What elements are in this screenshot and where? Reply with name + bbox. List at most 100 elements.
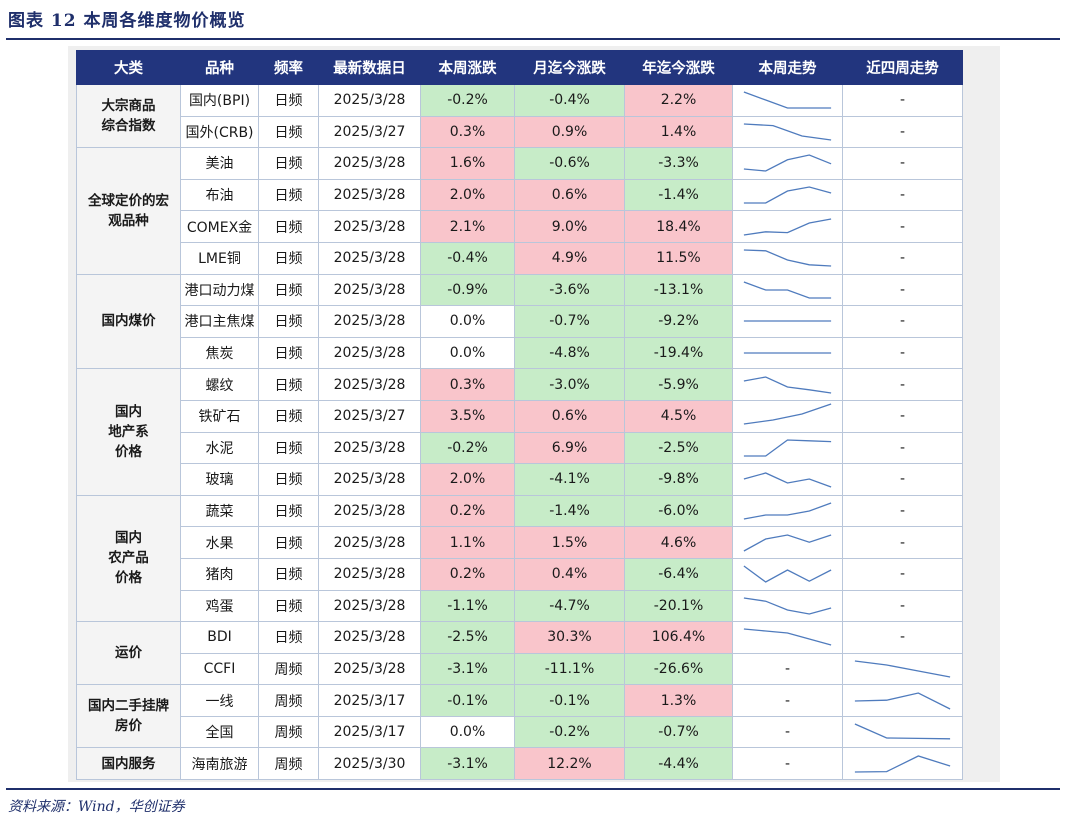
- item-cell: 国外(CRB): [180, 115, 259, 149]
- column-header: 最新数据日: [318, 50, 421, 85]
- ytd-change-cell: 18.4%: [624, 210, 733, 243]
- empty-cell: -: [732, 684, 843, 717]
- weekly-change-cell: -0.2%: [420, 84, 515, 117]
- empty-cell: -: [842, 178, 963, 212]
- ytd-change-cell: -9.2%: [624, 305, 733, 338]
- date-cell: 2025/3/27: [318, 399, 421, 433]
- column-header: 品种: [180, 50, 259, 85]
- sparkline: [733, 338, 842, 368]
- frequency-cell: 日频: [258, 115, 319, 149]
- frequency-cell: 日频: [258, 241, 319, 275]
- mtd-change-cell: -3.0%: [514, 368, 625, 401]
- ytd-change-cell: 1.3%: [624, 684, 733, 717]
- table-row: 国内二手挂牌 房价 一线 周频 2025/3/17 -0.1% -0.1% 1.3% -: [76, 684, 963, 749]
- frequency-cell: 日频: [258, 526, 319, 559]
- ytd-change-cell: 11.5%: [624, 241, 733, 275]
- weekly-change-cell: -3.1%: [420, 747, 515, 781]
- sparkline-path: [855, 756, 950, 772]
- item-cell: 美油: [180, 147, 259, 180]
- sparkline-cell: [842, 715, 963, 749]
- frequency-cell: 日频: [258, 210, 319, 243]
- mtd-change-cell: 6.9%: [514, 431, 625, 465]
- mtd-change-cell: -4.1%: [514, 463, 625, 496]
- weekly-change-cell: 0.3%: [420, 115, 515, 149]
- date-cell: 2025/3/30: [318, 747, 421, 781]
- category-cell: 全球定价的宏 观品种: [76, 147, 181, 275]
- ytd-change-cell: -6.0%: [624, 494, 733, 528]
- table-row: 猪肉 日频 2025/3/28 0.2% 0.4% -6.4% -: [77, 557, 963, 591]
- date-cell: 2025/3/28: [318, 368, 421, 401]
- weekly-change-cell: -0.1%: [420, 684, 515, 717]
- date-cell: 2025/3/27: [318, 115, 421, 149]
- sparkline: [733, 591, 842, 621]
- table-row: COMEX金 日频 2025/3/28 2.1% 9.0% 18.4% -: [77, 210, 963, 243]
- table-row: 鸡蛋 日频 2025/3/28 -1.1% -4.7% -20.1% -: [77, 589, 963, 623]
- empty-cell: -: [842, 589, 963, 623]
- mtd-change-cell: 0.6%: [514, 178, 625, 212]
- mtd-change-cell: -4.7%: [514, 589, 625, 623]
- sparkline: [733, 401, 842, 431]
- table-header-row: 大类 品种 频率 最新数据日 本周涨跌 月迄今涨跌 年迄今涨跌 本周走势 近四周走势: [76, 50, 963, 85]
- frequency-cell: 日频: [258, 557, 319, 591]
- frequency-cell: 周频: [258, 715, 319, 749]
- sparkline: [733, 306, 842, 336]
- ytd-change-cell: 4.5%: [624, 399, 733, 433]
- ytd-change-cell: -3.3%: [624, 147, 733, 180]
- sparkline-path: [744, 124, 831, 140]
- weekly-change-cell: 0.0%: [420, 336, 515, 370]
- ytd-change-cell: -6.4%: [624, 557, 733, 591]
- empty-cell: -: [842, 368, 963, 401]
- mtd-change-cell: -11.1%: [514, 652, 625, 686]
- sparkline-path: [744, 503, 831, 519]
- category-cell: 国内服务: [76, 747, 181, 781]
- sparkline-cell: [732, 147, 843, 180]
- sparkline-path: [744, 250, 831, 266]
- mtd-change-cell: 0.6%: [514, 399, 625, 433]
- date-cell: 2025/3/28: [318, 273, 421, 307]
- sparkline-cell: [732, 368, 843, 401]
- category-cell: 运价: [76, 621, 181, 686]
- sparkline: [733, 528, 842, 558]
- table-row: 国内 地产系 价格 螺纹 日频 2025/3/28 0.3% -3.0% -5.9% -: [76, 368, 963, 496]
- empty-cell: -: [842, 210, 963, 243]
- table-row: CCFI 周频 2025/3/28 -3.1% -11.1% -26.6% -: [77, 652, 963, 686]
- empty-cell: -: [842, 147, 963, 180]
- mtd-change-cell: -0.4%: [514, 84, 625, 117]
- table-row: 国内服务 海南旅游 周频 2025/3/30 -3.1% 12.2% -4.4% -: [76, 747, 963, 781]
- ytd-change-cell: -2.5%: [624, 431, 733, 465]
- frequency-cell: 日频: [258, 463, 319, 496]
- empty-cell: -: [842, 84, 963, 117]
- sparkline: [733, 370, 842, 400]
- sparkline: [733, 180, 842, 210]
- sparkline: [733, 212, 842, 242]
- sparkline-cell: [732, 210, 843, 243]
- weekly-change-cell: 1.6%: [420, 147, 515, 180]
- column-header: 大类: [76, 50, 181, 85]
- date-cell: 2025/3/28: [318, 557, 421, 591]
- date-cell: 2025/3/28: [318, 84, 421, 117]
- sparkline: [733, 433, 842, 463]
- empty-cell: -: [732, 652, 843, 686]
- category-cell: 大宗商品 综合指数: [76, 83, 181, 149]
- ytd-change-cell: -9.8%: [624, 463, 733, 496]
- item-cell: 水泥: [180, 431, 259, 465]
- ytd-change-cell: -0.7%: [624, 715, 733, 749]
- frequency-cell: 日频: [258, 589, 319, 623]
- weekly-change-cell: 0.2%: [420, 494, 515, 528]
- sparkline-cell: [732, 621, 843, 654]
- item-cell: 海南旅游: [180, 747, 259, 781]
- sparkline-path: [744, 440, 831, 456]
- sparkline: [733, 496, 842, 526]
- ytd-change-cell: 4.6%: [624, 526, 733, 559]
- date-cell: 2025/3/28: [318, 431, 421, 465]
- table-row: 港口主焦煤 日频 2025/3/28 0.0% -0.7% -9.2% -: [77, 305, 963, 338]
- empty-cell: -: [842, 336, 963, 370]
- sparkline-cell: [732, 431, 843, 465]
- sparkline: [733, 243, 842, 273]
- item-cell: BDI: [180, 621, 259, 654]
- weekly-change-cell: -0.9%: [420, 273, 515, 307]
- table-row: 玻璃 日频 2025/3/28 2.0% -4.1% -9.8% -: [77, 463, 963, 496]
- empty-cell: -: [842, 431, 963, 465]
- sparkline-path: [855, 693, 950, 709]
- sparkline-path: [744, 377, 831, 393]
